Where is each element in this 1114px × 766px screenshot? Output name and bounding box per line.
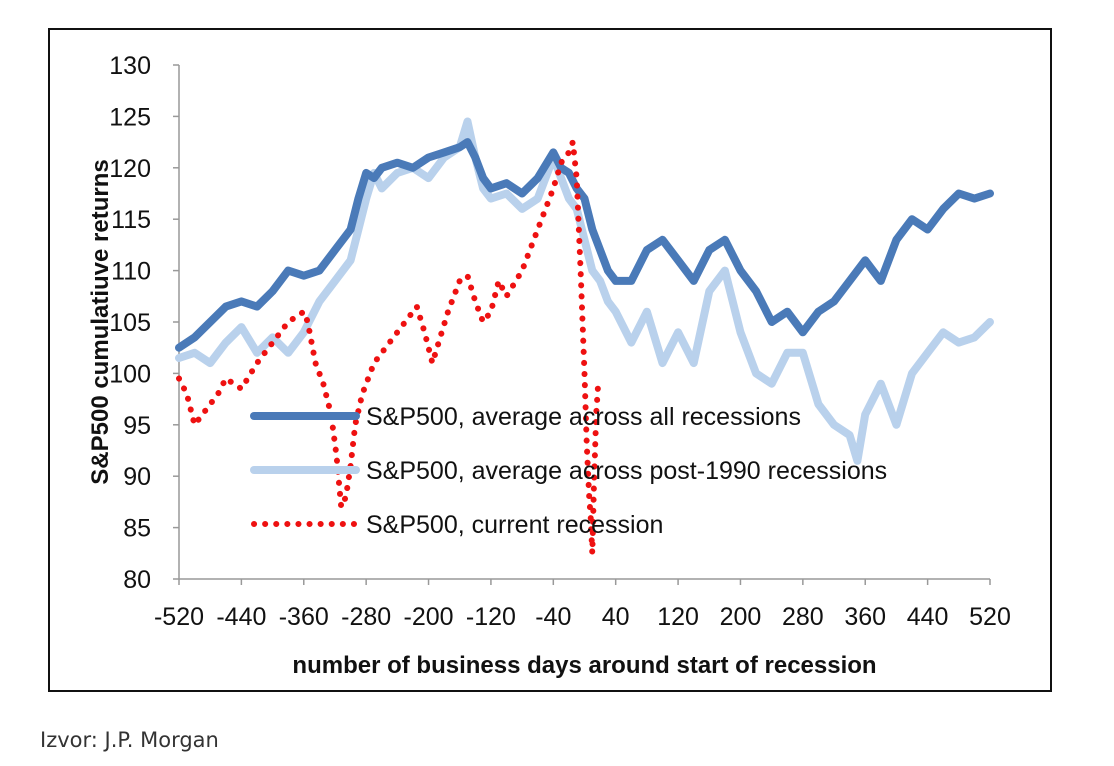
x-tick-label: 520 bbox=[969, 603, 1011, 631]
legend-label-1: S&P500, average across post-1990 recessi… bbox=[366, 457, 887, 485]
x-tick-label: 280 bbox=[782, 603, 824, 631]
tick-marks: 80 85 90 95 100 105 110 115 120 125 130 -520 -440 -36… bbox=[109, 52, 1011, 631]
x-tick-label: 360 bbox=[844, 603, 886, 631]
axes bbox=[178, 65, 990, 580]
x-tick-label: -120 bbox=[466, 603, 516, 631]
legend: S&P500, average across all recessions S&P… bbox=[250, 403, 887, 539]
y-tick-label: 105 bbox=[109, 309, 151, 337]
y-tick-label: 100 bbox=[109, 360, 151, 388]
x-tick-label: 40 bbox=[602, 603, 630, 631]
y-tick-label: 80 bbox=[123, 566, 151, 594]
series-line-0 bbox=[175, 138, 994, 352]
legend-label-2: S&P500, current recession bbox=[366, 511, 663, 539]
x-axis-title: number of business days around start of … bbox=[292, 652, 876, 679]
x-tick-label: 200 bbox=[720, 603, 762, 631]
y-tick-label: 125 bbox=[109, 103, 151, 131]
x-tick-label: -280 bbox=[341, 603, 391, 631]
legend-label-0: S&P500, average across all recessions bbox=[366, 403, 801, 431]
y-tick-label: 110 bbox=[111, 258, 151, 286]
y-tick-label: 90 bbox=[123, 463, 151, 491]
line-chart: 80 85 90 95 100 105 110 115 120 125 130 -520 -440 -36… bbox=[87, 52, 1011, 679]
x-tick-label: -440 bbox=[216, 603, 266, 631]
source-caption: Izvor: J.P. Morgan bbox=[40, 728, 219, 752]
y-axis-title: S&P500 cumulatiuve returns bbox=[87, 159, 114, 484]
y-tick-label: 85 bbox=[123, 515, 151, 543]
chart-frame: 80 85 90 95 100 105 110 115 120 125 130 -520 -440 -36… bbox=[48, 28, 1052, 692]
y-tick-label: 130 bbox=[109, 52, 151, 80]
x-tick-label: -40 bbox=[535, 603, 571, 631]
series-lines bbox=[175, 117, 994, 557]
x-tick-label: -200 bbox=[404, 603, 454, 631]
x-tick-label: -360 bbox=[279, 603, 329, 631]
x-tick-label: -520 bbox=[154, 603, 204, 631]
series-line-2 bbox=[176, 139, 602, 557]
x-tick-label: 120 bbox=[657, 603, 699, 631]
y-tick-label: 120 bbox=[109, 155, 151, 183]
x-tick-label: 440 bbox=[907, 603, 949, 631]
y-tick-label: 95 bbox=[123, 412, 151, 440]
series-line-1 bbox=[175, 117, 994, 465]
y-tick-label: 115 bbox=[111, 206, 151, 234]
